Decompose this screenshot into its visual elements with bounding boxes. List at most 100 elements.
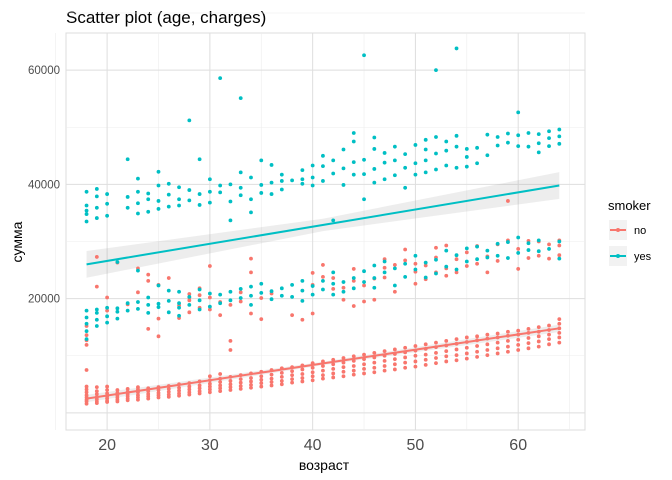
data-point-yes [156, 301, 161, 306]
data-point-no [454, 347, 459, 352]
data-point-no [249, 382, 253, 387]
data-point-yes [300, 299, 305, 303]
data-point-yes [547, 144, 551, 149]
data-point-yes [207, 304, 212, 309]
data-point-yes [177, 305, 181, 310]
data-point-no [392, 263, 397, 267]
data-point-no [403, 247, 408, 252]
data-point-yes [331, 270, 336, 275]
data-point-yes [362, 53, 366, 58]
data-point-yes [177, 197, 181, 202]
data-point-yes [115, 309, 120, 314]
data-point-yes [146, 197, 151, 202]
x-tick-label: 40 [304, 437, 322, 454]
data-point-no [259, 296, 264, 300]
data-point-no [197, 389, 202, 394]
data-point-no [321, 368, 325, 373]
data-point-no [228, 378, 233, 383]
data-point-no [207, 295, 212, 300]
data-point-no [207, 390, 212, 395]
data-point-yes [434, 167, 438, 172]
data-point-no [249, 385, 253, 390]
data-point-yes [218, 292, 223, 297]
data-point-no [146, 392, 151, 396]
data-point-yes [341, 289, 346, 294]
data-point-yes [423, 275, 428, 280]
data-point-yes [372, 285, 377, 290]
data-point-no [495, 351, 500, 356]
data-point-no [547, 337, 551, 342]
data-point-no [526, 336, 531, 340]
data-point-no [279, 382, 284, 387]
data-point-yes [341, 280, 346, 284]
data-point-yes [259, 291, 264, 295]
data-point-no [526, 326, 531, 331]
data-point-yes [382, 270, 387, 275]
data-point-no [506, 329, 510, 334]
data-point-yes [392, 144, 397, 149]
data-point-yes [115, 306, 120, 311]
data-point-no [557, 253, 562, 258]
data-point-yes [423, 260, 428, 265]
data-point-yes [156, 305, 161, 310]
data-point-no [84, 387, 89, 392]
data-point-no [259, 377, 264, 382]
data-point-yes [249, 197, 253, 202]
data-point-no [464, 345, 469, 350]
data-point-yes [536, 238, 541, 243]
data-point-yes [94, 317, 99, 322]
data-point-no [382, 364, 387, 368]
data-point-no [351, 304, 356, 308]
data-point-yes [454, 144, 459, 149]
data-point-yes [94, 205, 99, 210]
data-point-yes [279, 179, 284, 183]
data-point-yes [536, 141, 541, 146]
data-point-yes [341, 166, 346, 171]
data-point-yes [434, 257, 438, 262]
data-point-no [444, 338, 449, 343]
data-point-no [218, 389, 223, 394]
data-point-no [187, 390, 192, 395]
data-point-no [351, 279, 356, 283]
data-point-no [495, 346, 500, 351]
data-point-no [485, 348, 490, 352]
data-point-yes [125, 157, 130, 162]
data-point-yes [269, 180, 274, 185]
data-point-yes [557, 127, 562, 132]
data-point-no [516, 348, 521, 352]
data-point-no [156, 388, 161, 392]
data-point-yes [351, 139, 356, 144]
data-point-yes [382, 151, 387, 155]
data-point-no [259, 317, 264, 322]
legend-label-yes: yes [634, 251, 652, 263]
data-point-yes [238, 185, 243, 190]
data-point-no [382, 368, 387, 373]
data-point-no [464, 356, 469, 361]
data-point-yes [84, 208, 89, 213]
data-point-no [207, 381, 212, 386]
data-point-no [249, 256, 253, 261]
data-point-yes [351, 131, 356, 135]
data-point-yes [392, 283, 397, 288]
data-point-yes [310, 284, 315, 288]
data-point-no [331, 375, 336, 380]
data-point-no [94, 389, 99, 394]
legend: smoker no yes [608, 198, 652, 266]
data-point-yes [177, 301, 181, 306]
data-point-yes [516, 251, 521, 255]
data-point-yes [125, 308, 130, 313]
data-point-no [166, 386, 171, 391]
data-point-no [321, 275, 325, 279]
data-point-no [536, 339, 541, 344]
data-point-no [321, 373, 325, 378]
data-point-no [464, 351, 469, 356]
x-axis-title: возраст [299, 457, 350, 473]
data-point-yes [269, 289, 274, 294]
data-point-no [464, 250, 469, 255]
data-point-yes [146, 209, 151, 214]
data-point-no [536, 325, 541, 330]
data-point-yes [495, 241, 500, 246]
data-point-yes [94, 187, 99, 191]
data-point-yes [454, 267, 459, 272]
data-point-no [269, 383, 274, 388]
